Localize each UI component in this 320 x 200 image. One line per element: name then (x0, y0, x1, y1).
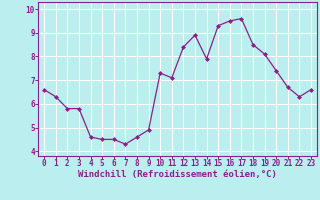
X-axis label: Windchill (Refroidissement éolien,°C): Windchill (Refroidissement éolien,°C) (78, 170, 277, 179)
